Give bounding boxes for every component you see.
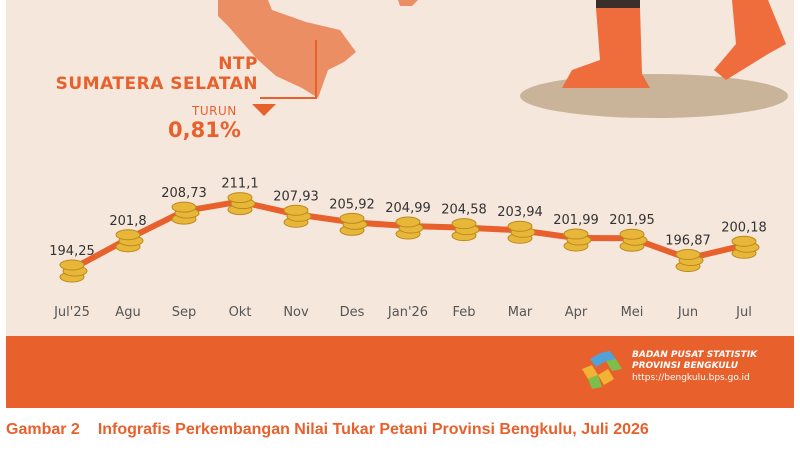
data-point-coin [227,192,256,216]
ntp-title-line1: NTP [218,54,258,74]
data-point-coin [675,249,704,273]
x-tick-label: Apr [565,305,588,320]
x-tick-label: Jul [735,305,752,320]
data-point-coin [171,201,200,225]
x-tick-label: Mar [508,305,533,320]
caption-number: Gambar 2 [6,421,80,438]
org-url[interactable]: https://bengkulu.bps.go.id [632,373,750,383]
x-tick-label: Agu [115,305,140,320]
ntp-line-chart: 194,25 201,8 208,73 211,1 207,93 205,92 204,99… [49,177,767,320]
x-tick-label: Okt [229,305,252,320]
change-direction-label: TURUN [192,104,237,118]
down-arrow-icon [252,104,276,116]
data-label: 201,8 [109,214,146,229]
x-tick-label: Des [340,305,365,320]
data-label: 204,99 [385,201,431,216]
ntp-title: NTP SUMATERA SELATAN [26,54,258,94]
data-point-coin [619,228,648,252]
data-label: 203,94 [497,205,543,220]
caption-text: Infografis Perkembangan Nilai Tukar Peta… [97,421,649,438]
x-tick-label: Jan'26 [387,305,428,320]
footer-band: BADAN PUSAT STATISTIK PROVINSI BENGKULU … [6,336,794,408]
data-label: 196,87 [665,234,711,249]
org-province: PROVINSI BENGKULU [632,361,739,371]
data-label: 200,18 [721,220,767,235]
data-label: 201,99 [553,213,599,228]
x-tick-label: Jul'25 [53,305,90,320]
data-point-coin [283,204,312,228]
illustration [218,0,788,118]
x-tick-label: Nov [283,305,309,320]
boot-left-icon [562,8,650,88]
data-point-coin [507,220,536,244]
data-label: 204,58 [441,203,487,218]
ntp-title-line2: SUMATERA SELATAN [55,74,258,94]
data-point-coin [339,212,368,236]
data-point-coin [59,259,88,283]
ground-shadow [520,74,788,118]
data-point-coin [731,235,760,259]
data-point-coin [115,229,144,253]
map-neighbor-region [398,0,418,6]
org-name: BADAN PUSAT STATISTIK [632,350,758,360]
x-tick-label: Feb [452,305,475,320]
data-label: 201,95 [609,213,655,228]
x-tick-label: Jun [677,305,698,320]
x-tick-label: Mei [621,305,644,320]
infographic-panel: NTP SUMATERA SELATAN TURUN 0,81% 194,25 2… [6,0,794,408]
x-tick-label: Sep [172,305,197,320]
map-pointer-line [260,40,317,99]
data-point-coin [563,228,592,252]
figure-caption: Gambar 2 Infografis Perkembangan Nilai Tu… [6,421,796,439]
data-point-coin [451,218,480,242]
change-value: 0,81% [168,118,241,142]
data-label: 207,93 [273,189,319,204]
map-sumatera-selatan [218,0,356,98]
data-point-coin [395,216,424,240]
boot-left-cuff [596,0,640,8]
data-label: 205,92 [329,197,375,212]
boot-right-icon [714,0,786,80]
bps-logo-icon [582,351,622,389]
data-label: 208,73 [161,186,207,201]
data-label: 194,25 [49,244,95,259]
data-label: 211,1 [221,177,258,192]
